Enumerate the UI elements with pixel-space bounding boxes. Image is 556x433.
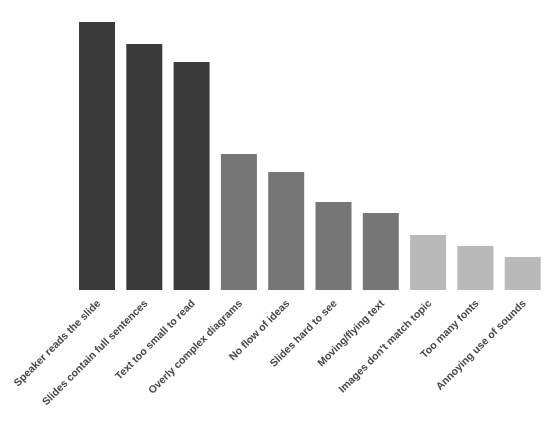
- bar: [504, 257, 541, 290]
- bar: [220, 154, 257, 290]
- bar: [362, 213, 399, 290]
- bar: [173, 62, 210, 290]
- x-tick-label: Annoying use of sounds: [434, 298, 529, 393]
- bar: [457, 246, 494, 290]
- bar: [268, 172, 305, 290]
- bar: [410, 235, 447, 290]
- x-tick-label: Text too small to read: [113, 298, 198, 383]
- x-tick-label: Overly complex diagrams: [146, 298, 245, 397]
- bar: [315, 202, 352, 290]
- bar: [79, 22, 115, 290]
- x-tick-label: Images don't match topic: [337, 298, 435, 396]
- x-tick-label: Speaker reads the slide: [12, 298, 104, 390]
- bar: [126, 44, 163, 290]
